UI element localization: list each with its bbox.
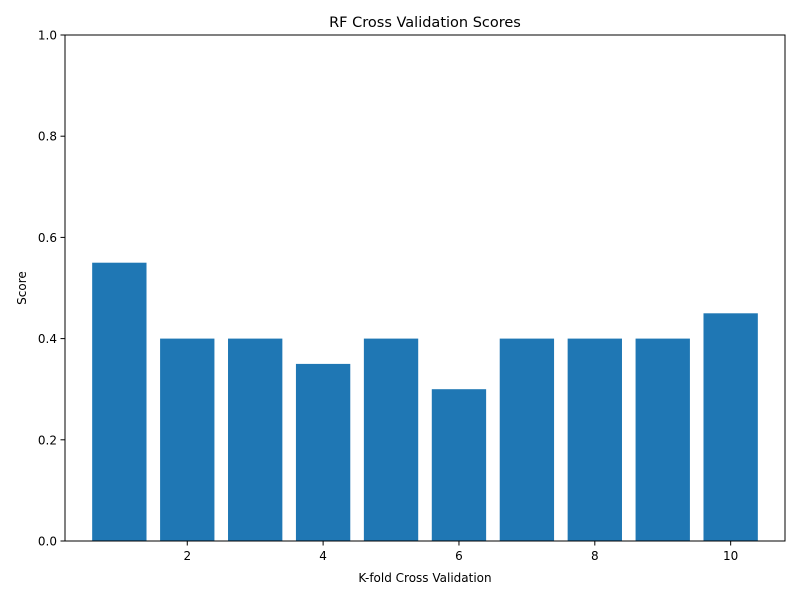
bars-group <box>92 262 758 541</box>
bar-5 <box>363 338 419 541</box>
x-tick-label: 6 <box>455 549 463 563</box>
bar-1 <box>92 262 147 541</box>
bar-9 <box>635 338 690 541</box>
y-axis-ticks: 0.0 0.2 0.4 0.6 0.8 1.0 <box>38 29 65 549</box>
y-tick-label: 1.0 <box>38 29 57 43</box>
x-tick-label: 10 <box>723 549 738 563</box>
x-axis-label: K-fold Cross Validation <box>358 571 491 585</box>
y-tick-label: 0.4 <box>38 332 57 346</box>
y-tick-label: 0.0 <box>38 535 57 549</box>
bar-4 <box>295 363 351 541</box>
bar-7 <box>499 338 555 541</box>
bar-2 <box>160 338 215 541</box>
x-tick-label: 4 <box>319 549 327 563</box>
x-axis-ticks: 2 4 6 8 10 <box>183 541 738 563</box>
plot-frame <box>64 34 786 542</box>
bar-8 <box>567 338 622 541</box>
chart-title: RF Cross Validation Scores <box>329 15 521 31</box>
bar-10 <box>703 313 758 541</box>
x-tick-label: 2 <box>183 549 191 563</box>
y-tick-label: 0.6 <box>38 231 57 245</box>
x-tick-label: 8 <box>591 549 599 563</box>
y-tick-label: 0.2 <box>38 433 57 447</box>
bar-3 <box>228 338 283 541</box>
bar-6 <box>431 389 487 541</box>
y-tick-label: 0.8 <box>38 130 57 144</box>
y-axis-label: Score <box>15 271 29 305</box>
